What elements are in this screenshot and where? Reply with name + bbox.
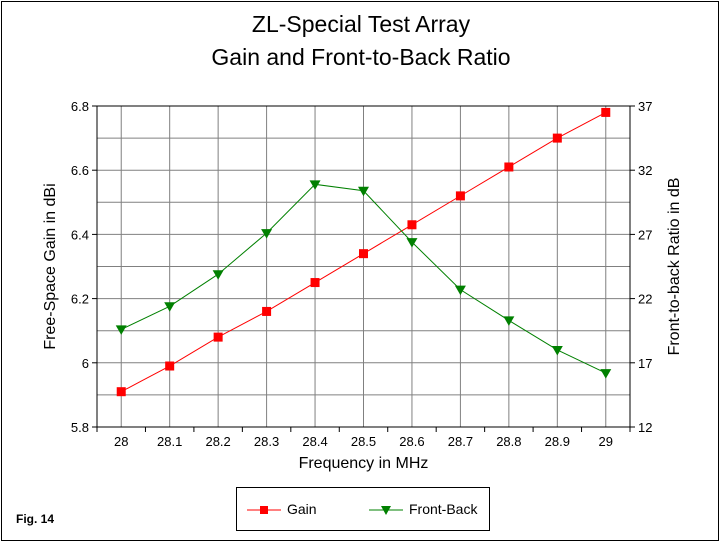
- legend: Gain Front-Back: [236, 487, 490, 531]
- series-0-point: [116, 387, 126, 397]
- legend-swatches: [247, 506, 403, 515]
- series-1-point: [358, 186, 369, 197]
- x-tick-label: 29: [599, 434, 613, 449]
- x-tick-label: 28.6: [399, 434, 424, 449]
- series-0-point: [310, 278, 320, 288]
- x-tick-label: 28.4: [302, 434, 327, 449]
- series-1-point: [551, 345, 563, 356]
- series-0-point: [213, 332, 223, 342]
- y-left-tick-label: 6.2: [71, 292, 89, 307]
- chart-title: ZL-Special Test Array: [251, 11, 471, 37]
- y-left-axis-label: Free-Space Gain in dBi: [42, 183, 59, 349]
- series-0-point: [552, 133, 562, 143]
- series-0-point: [601, 107, 611, 117]
- series-1-point: [115, 325, 127, 335]
- x-tick-label: 28.3: [254, 434, 279, 449]
- y-left-tick-label: 5.8: [71, 420, 89, 435]
- y-left-tick-label: 6.4: [71, 227, 89, 242]
- y-right-tick-label: 27: [638, 227, 652, 242]
- series-0-point: [407, 220, 417, 230]
- legend-gain-label: Gain: [287, 501, 317, 517]
- y-right-tick-label: 17: [638, 356, 652, 371]
- series-1-point: [261, 229, 273, 239]
- legend-gain-marker: [260, 506, 268, 514]
- y-right-axis-label: Front-to-back Ratio in dB: [666, 178, 683, 356]
- series-0-point: [455, 191, 465, 201]
- y-right-tick-label: 37: [638, 99, 652, 114]
- chart-subtitle: Gain and Front-to-Back Ratio: [211, 44, 511, 70]
- series-0-point: [262, 306, 272, 316]
- x-tick-label: 28.1: [157, 434, 182, 449]
- y-left-tick-label: 6: [82, 356, 89, 371]
- series-1-point: [212, 270, 224, 280]
- x-tick-label: 28.2: [205, 434, 230, 449]
- series-0-point: [165, 361, 175, 371]
- x-axis-label: Frequency in MHz: [299, 455, 429, 472]
- y-left-tick-label: 6.6: [71, 163, 89, 178]
- x-tick-label: 28.8: [496, 434, 521, 449]
- series-0-point: [504, 162, 514, 172]
- figure-label: Fig. 14: [16, 512, 55, 526]
- series-1-point: [503, 316, 515, 326]
- y-right-tick-label: 12: [638, 420, 652, 435]
- y-right-tick-label: 32: [638, 163, 652, 178]
- x-tick-label: 28: [114, 434, 128, 449]
- series-1-point: [309, 180, 321, 190]
- legend-frontback-marker: [381, 506, 391, 515]
- legend-frontback-label: Front-Back: [409, 501, 478, 517]
- series-1-point: [164, 302, 176, 312]
- series-0-point: [359, 249, 368, 259]
- y-left-tick-label: 6.8: [71, 99, 89, 114]
- y-right-tick-label: 22: [638, 292, 652, 307]
- series-1-point: [454, 285, 466, 296]
- series-1-point: [406, 238, 418, 248]
- x-tick-label: 28.5: [351, 434, 376, 449]
- x-tick-label: 28.9: [545, 434, 570, 449]
- x-tick-label: 28.7: [448, 434, 473, 449]
- plot-border: [96, 105, 631, 428]
- series-1-point: [600, 369, 612, 379]
